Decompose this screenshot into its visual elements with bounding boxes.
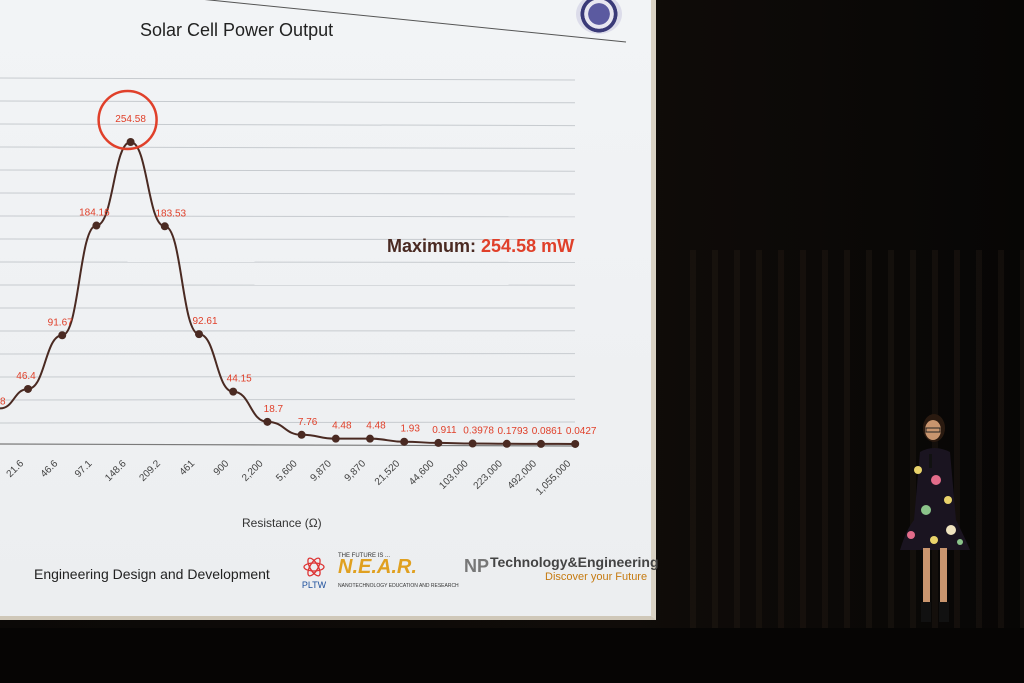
gridline	[0, 77, 576, 81]
x-axis-label: Resistance (Ω)	[242, 516, 322, 530]
data-label: 184.16	[79, 208, 110, 219]
discover-tagline: Discover your Future	[545, 571, 648, 583]
x-tick-label: 2,200	[240, 458, 266, 484]
data-point	[331, 434, 340, 443]
x-tick-label: 103,000	[437, 458, 471, 492]
tech-engineering-logo: Technology&Engineering	[490, 554, 659, 570]
peak-highlight-circle	[97, 89, 158, 151]
data-point	[126, 138, 135, 146]
np-logo: NP	[464, 556, 490, 576]
data-label: 0.0427	[566, 426, 597, 437]
data-label: 183.53	[156, 208, 187, 219]
data-point	[366, 434, 374, 443]
data-point	[297, 430, 306, 439]
data-label: 0.911	[432, 425, 457, 436]
data-point	[229, 387, 238, 396]
x-tick-label: 97.1	[73, 458, 95, 480]
data-point	[24, 384, 32, 393]
gridline	[0, 238, 576, 241]
gridline	[0, 100, 576, 104]
x-tick-label: 9,870	[308, 458, 334, 484]
maximum-annotation: Maximum: 254.58 mW	[387, 236, 574, 257]
near-subtitle: NANOTECHNOLOGY EDUCATION AND RESEARCH	[338, 583, 459, 589]
x-axis-line	[0, 443, 579, 447]
x-tick-label: 5,600	[274, 458, 300, 484]
data-label: 92.61	[192, 316, 217, 327]
data-label: 18.7	[264, 404, 284, 415]
near-logo: N.E.A.R.	[338, 556, 417, 578]
pltw-logo: PLTW	[298, 556, 330, 590]
x-tick-label: 21.6	[5, 458, 27, 480]
series-line	[0, 140, 576, 445]
data-point	[160, 222, 169, 231]
chart-title: Solar Cell Power Output	[140, 20, 334, 40]
data-label: 91.67	[48, 317, 73, 328]
gridline	[0, 169, 576, 172]
data-point	[502, 439, 511, 448]
data-label: 0.3978	[463, 426, 494, 437]
school-seal-logo	[576, 0, 622, 34]
data-point	[58, 331, 67, 340]
data-label: 254.58	[115, 114, 146, 125]
maximum-value: 254.58 mW	[481, 236, 575, 256]
pltw-text: PLTW	[301, 580, 327, 590]
course-name: Engineering Design and Development	[34, 566, 270, 582]
x-tick-label: 209.2	[137, 458, 163, 484]
data-label: 1.93	[400, 424, 420, 435]
gridline	[0, 215, 576, 218]
data-point	[195, 330, 203, 339]
gridline	[0, 192, 576, 195]
data-point	[92, 221, 101, 230]
gridline	[0, 398, 576, 401]
data-label: 4.48	[366, 421, 386, 432]
stage-curtain	[690, 250, 1024, 630]
data-point	[571, 439, 580, 448]
x-tick-label: 900	[212, 458, 232, 478]
data-label: 0.1793	[498, 426, 529, 437]
presenter-figure	[900, 414, 970, 622]
data-point	[263, 417, 272, 426]
data-point	[434, 438, 443, 447]
projection-screen: Solar Cell Power Output 8 46.4 21.6 91.67 46…	[0, 0, 659, 620]
x-tick-label: 461	[178, 458, 198, 478]
x-tick-label: 1,055,000	[534, 458, 574, 498]
x-tick-label: 44,600	[407, 458, 437, 488]
data-label: 4.48	[332, 421, 352, 432]
gridline	[0, 146, 576, 149]
power-chart: 8 46.4 21.6 91.67 46.6 184.16 97.1 254.58 148.6 1…	[0, 0, 627, 498]
stage-floor	[0, 628, 1024, 683]
data-point	[468, 439, 477, 448]
x-tick-label: 148.6	[103, 458, 129, 484]
maximum-label: Maximum:	[387, 236, 477, 256]
x-tick-label: 46.6	[39, 458, 61, 480]
x-tick-label: 492,000	[506, 458, 540, 492]
data-label: 46.4	[16, 371, 36, 382]
gridline	[0, 421, 576, 424]
data-point	[537, 439, 545, 448]
x-tick-label: 21,520	[373, 458, 403, 488]
atom-icon	[303, 557, 325, 577]
gridline	[0, 375, 576, 378]
data-point	[400, 437, 409, 446]
x-tick-label: 223,000	[472, 458, 506, 492]
data-label: 0.0861	[532, 426, 563, 437]
data-label: 7.76	[298, 417, 318, 428]
title-separator	[204, 0, 627, 43]
data-label: 44.15	[227, 374, 252, 385]
x-tick-label: 9,870	[343, 458, 369, 484]
gridline	[0, 123, 576, 127]
near-tagline: THE FUTURE IS ...	[338, 553, 391, 559]
data-label: 8	[0, 396, 6, 407]
